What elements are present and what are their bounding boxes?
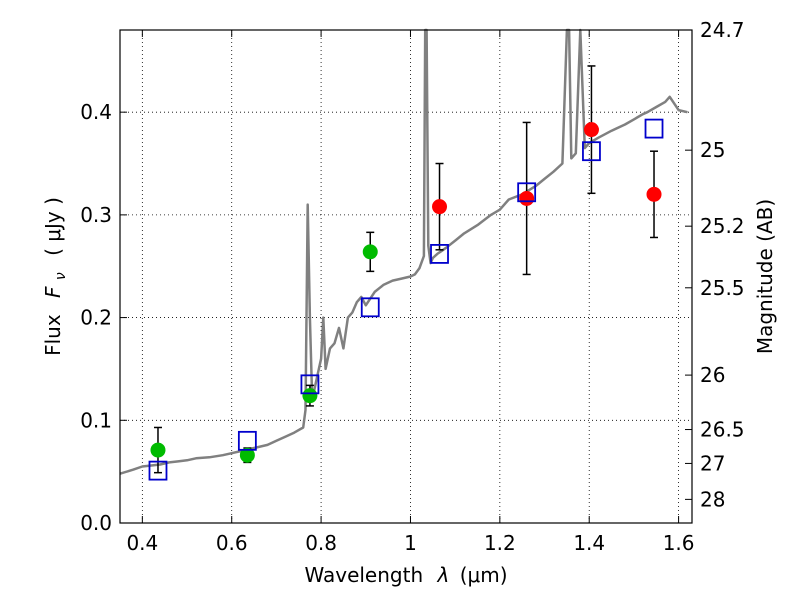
- green-data-point: [150, 442, 166, 458]
- model-square: [644, 118, 664, 139]
- x-axis-title: Wavelength λ (μm): [304, 563, 507, 587]
- x-tick-label: 0.6: [216, 531, 248, 555]
- model-square: [517, 182, 537, 203]
- x-tick-label: 0.8: [305, 531, 337, 555]
- y-right-axis-title: Magnitude (AB): [753, 199, 777, 354]
- model-square: [360, 297, 380, 318]
- x-axis-unit: (μm): [460, 563, 508, 587]
- y-right-tick-label: 27: [700, 451, 725, 475]
- green-data-point: [302, 388, 318, 404]
- y-axis-symbol-sub: ν: [53, 272, 69, 280]
- red-data-point: [519, 190, 535, 206]
- x-tick-label: 0.4: [126, 531, 158, 555]
- y-axis-title: Flux F ν ( μJy ): [41, 197, 70, 356]
- x-tick-label: 1.6: [663, 531, 695, 555]
- y-right-tick-label: 28: [700, 487, 725, 511]
- plot-frame: [119, 29, 693, 524]
- model-square: [148, 460, 168, 481]
- model-square: [582, 141, 601, 162]
- y-tick-label: 0.2: [80, 306, 112, 330]
- spectrum-line: [119, 28, 688, 475]
- model-square: [300, 374, 320, 395]
- tick-layer: 0.4 0.6 0.8 1 1.2 1.4 1.6 0.0 0.1 0.2 0.3 0.4 24.7 25…: [80, 18, 744, 555]
- errorbar-layer: [153, 65, 659, 474]
- y-axis-label: Flux: [41, 314, 65, 356]
- x-tick-label: 1: [404, 531, 417, 555]
- spectrum-layer: [119, 28, 688, 475]
- model-square: [430, 244, 449, 264]
- x-tick-label: 1.2: [484, 531, 516, 555]
- y-right-tick-label: 25.5: [700, 276, 745, 300]
- red-data-point: [646, 186, 662, 202]
- y-tick-label: 0.0: [80, 511, 112, 535]
- y-right-tick-label: 26: [700, 363, 725, 387]
- y-right-tick-label: 26.5: [700, 418, 745, 442]
- y-axis-unit: ( μJy ): [41, 197, 65, 256]
- x-tick-label: 1.4: [573, 531, 605, 555]
- red-data-point: [432, 199, 448, 215]
- y-tick-label: 0.4: [80, 100, 112, 124]
- model-square: [237, 430, 257, 451]
- y-right-tick-label: 25.2: [700, 214, 745, 238]
- y-tick-label: 0.1: [80, 408, 112, 432]
- y-tick-label: 0.3: [80, 203, 112, 227]
- x-axis-symbol: λ: [437, 563, 450, 587]
- y-right-tick-label: 25: [700, 138, 725, 162]
- red-data-point: [583, 122, 599, 138]
- y-axis-symbol: F: [41, 286, 65, 298]
- x-axis-label: Wavelength: [304, 563, 423, 587]
- marker-layer: [148, 118, 664, 481]
- green-data-point: [362, 244, 378, 260]
- y-right-tick-label: 24.7: [700, 18, 745, 42]
- green-data-point: [239, 447, 255, 463]
